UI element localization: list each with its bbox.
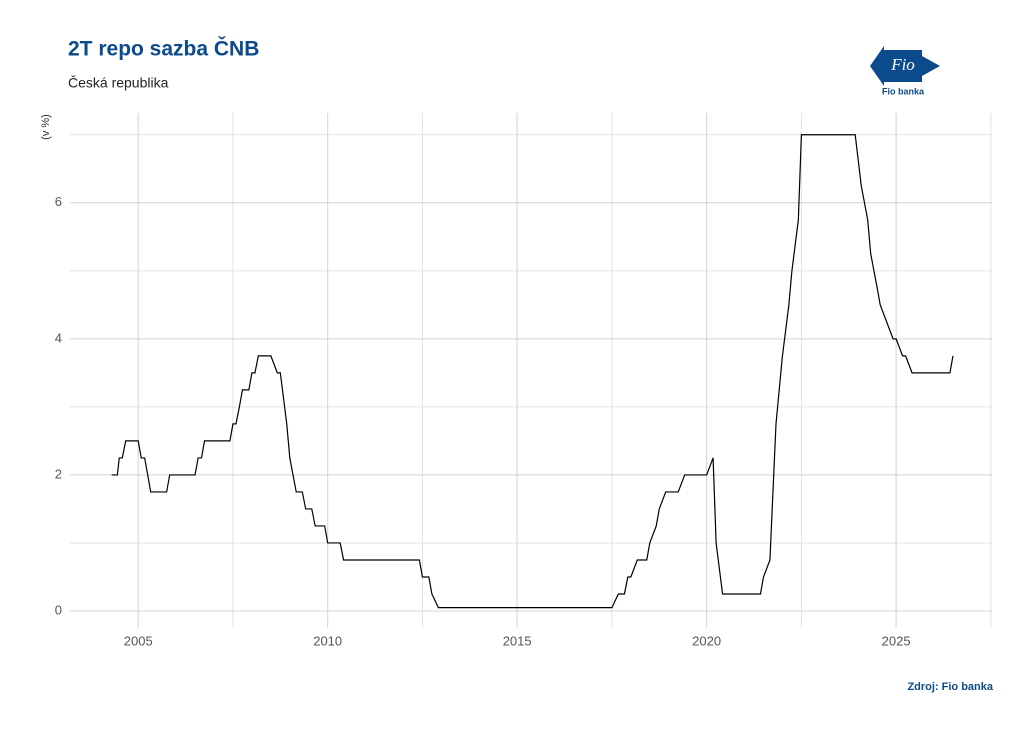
line [111, 134, 954, 609]
chart-subtitle: Česká republika [68, 75, 169, 91]
x-tick-label: 2020 [692, 633, 721, 648]
y-tick-label: 2 [55, 466, 62, 481]
x-tick-label: 2015 [503, 633, 532, 648]
y-tick-label: 6 [55, 194, 62, 209]
y-tick-label: 4 [55, 330, 62, 345]
logo-shape [922, 56, 940, 76]
logo: Fio Fio banka [870, 46, 940, 96]
source: Zdroj: Fio banka [907, 681, 993, 693]
y-axis-label: (v %) [40, 114, 52, 140]
logo-name: Fio banka [882, 86, 925, 96]
logo-shape [884, 50, 922, 82]
grid [70, 113, 992, 628]
x-tick-label: 2005 [124, 633, 153, 648]
x-tick-label: 2025 [882, 633, 911, 648]
y-tick-label: 0 [55, 602, 62, 617]
logo-shape [870, 46, 884, 86]
x-tick-label: 2010 [313, 633, 342, 648]
chart-title: 2T repo sazba ČNB [68, 37, 259, 61]
logo-mark: Fio [890, 55, 915, 74]
